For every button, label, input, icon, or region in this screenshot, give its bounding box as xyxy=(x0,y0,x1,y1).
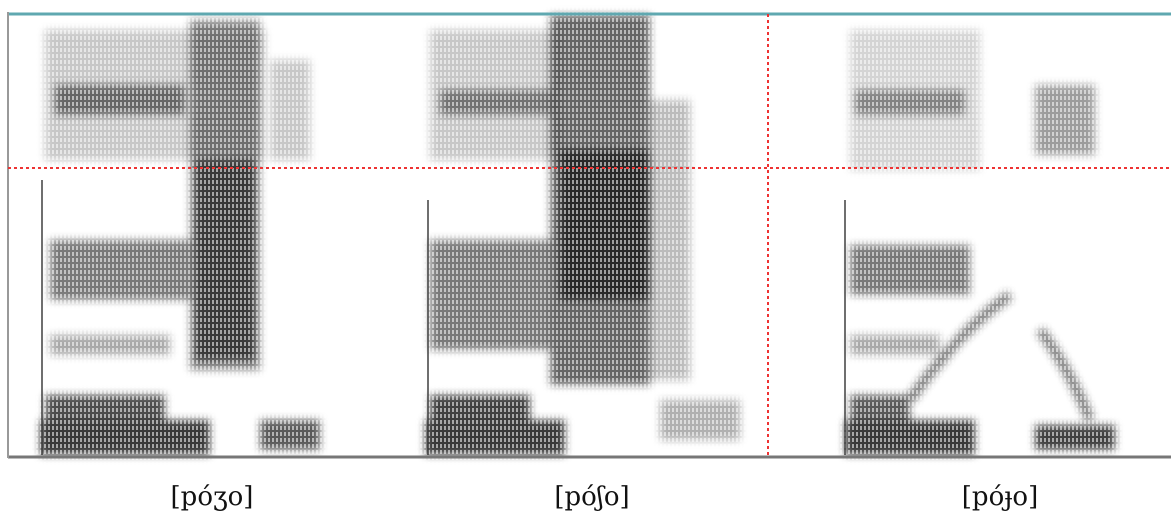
spectrogram-energy xyxy=(40,15,1115,455)
panel-label: [póɟo] xyxy=(962,482,1038,512)
onset-lines xyxy=(41,180,846,455)
panel-label: [póʒo] xyxy=(171,482,254,512)
panel-label: [póʃo] xyxy=(554,482,629,512)
